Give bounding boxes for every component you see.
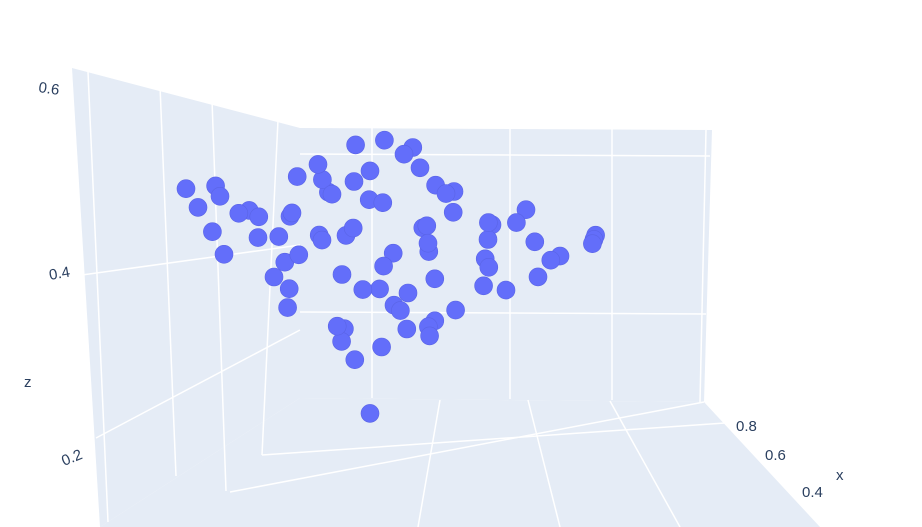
x-axis-title: x bbox=[836, 467, 844, 484]
data-point bbox=[478, 230, 498, 249]
data-point bbox=[436, 184, 456, 203]
data-point bbox=[360, 161, 380, 181]
data-point bbox=[327, 316, 347, 336]
data-point bbox=[507, 213, 526, 232]
data-point bbox=[398, 283, 418, 303]
data-point bbox=[214, 245, 234, 264]
data-point bbox=[332, 265, 352, 284]
data-point bbox=[287, 167, 307, 186]
data-point bbox=[344, 172, 364, 191]
data-point bbox=[176, 179, 196, 198]
data-point bbox=[370, 279, 389, 299]
data-point bbox=[360, 404, 380, 423]
data-point bbox=[248, 228, 268, 247]
data-point bbox=[375, 130, 394, 150]
data-point bbox=[345, 350, 365, 370]
data-point bbox=[229, 204, 249, 223]
z-tick-label: 0.6 bbox=[37, 79, 60, 99]
data-point bbox=[308, 155, 328, 174]
z-axis-title: z bbox=[24, 374, 32, 391]
data-point bbox=[420, 326, 439, 346]
data-point bbox=[312, 230, 332, 250]
data-point bbox=[279, 279, 299, 299]
data-point bbox=[289, 245, 309, 265]
data-point bbox=[397, 319, 417, 339]
data-point bbox=[282, 203, 302, 223]
data-point bbox=[479, 213, 498, 232]
data-point bbox=[374, 256, 393, 276]
data-point bbox=[541, 250, 561, 270]
data-point bbox=[188, 198, 208, 217]
data-point bbox=[496, 280, 516, 300]
x-tick-label: 0.6 bbox=[765, 447, 786, 464]
data-point bbox=[443, 203, 463, 222]
data-point bbox=[210, 187, 230, 206]
data-point bbox=[418, 233, 438, 253]
data-points bbox=[176, 130, 605, 423]
data-point bbox=[353, 280, 373, 299]
data-point bbox=[264, 267, 284, 287]
data-point bbox=[373, 193, 393, 212]
data-point bbox=[322, 184, 342, 204]
data-point bbox=[394, 144, 414, 164]
data-point bbox=[269, 227, 289, 246]
data-point bbox=[446, 300, 465, 320]
data-point bbox=[516, 200, 536, 219]
data-point bbox=[346, 135, 365, 155]
data-point bbox=[425, 269, 445, 289]
data-point bbox=[474, 276, 493, 296]
data-point bbox=[203, 222, 222, 241]
data-point bbox=[525, 232, 545, 252]
x-tick-label: 0.8 bbox=[736, 418, 757, 435]
z-tick-label: 0.2 bbox=[59, 446, 85, 470]
floor-plane bbox=[100, 398, 820, 527]
data-point bbox=[528, 267, 548, 287]
data-point bbox=[343, 218, 363, 238]
data-point bbox=[417, 216, 437, 236]
data-point bbox=[372, 337, 391, 357]
data-point bbox=[278, 298, 297, 317]
back-left-wall bbox=[72, 68, 300, 527]
data-point bbox=[410, 158, 430, 178]
z-tick-label: 0.4 bbox=[48, 264, 71, 284]
data-point bbox=[249, 207, 269, 227]
data-point bbox=[383, 243, 403, 263]
data-point bbox=[391, 301, 410, 320]
x-tick-label: 0.4 bbox=[802, 484, 823, 501]
data-point bbox=[583, 234, 602, 253]
data-point bbox=[479, 257, 499, 277]
